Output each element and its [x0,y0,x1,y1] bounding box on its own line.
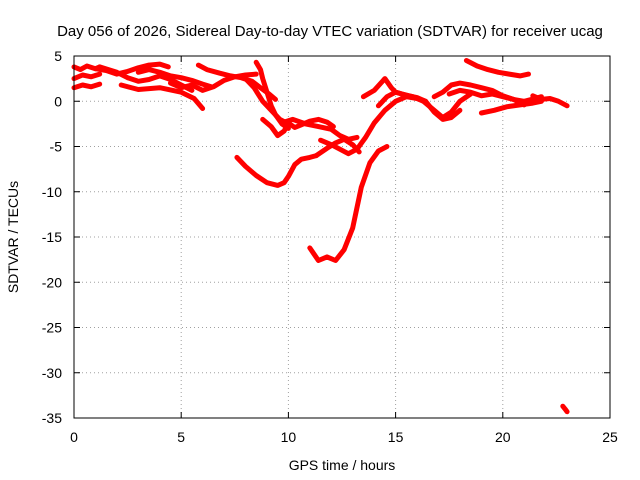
series-group [71,58,570,415]
y-tick-label: -10 [42,184,62,200]
series-arc-22 [463,58,531,79]
y-tick-label: 0 [54,93,62,109]
tick-marks [73,55,611,419]
series-arc-15 [313,136,362,159]
y-tick-label: -20 [42,274,62,290]
series-arc-6 [118,82,206,111]
chart-title: Day 056 of 2026, Sidereal Day-to-day VTE… [57,23,603,40]
y-tick-label: 5 [54,48,62,64]
x-tick-label: 15 [388,429,404,445]
y-tick-label: -35 [42,410,62,426]
x-tick-label: 0 [70,429,78,445]
x-tick-labels: 0 5 10 15 20 25 [70,429,618,445]
series-arc-11 [243,76,291,127]
series-arc-17 [307,144,390,263]
y-axis-label: SDTVAR / TECUs [5,181,21,293]
series-arc-19 [375,89,474,120]
y-tick-labels: 5 0 -5 -10 -15 -20 -25 -30 -35 [42,48,62,426]
series-arc-7 [135,67,214,90]
x-tick-label: 25 [602,429,618,445]
series-arc-16 [318,94,429,157]
y-tick-label: -30 [42,365,62,381]
series-arc-3 [71,81,103,91]
y-tick-label: -15 [42,229,62,245]
x-axis-label: GPS time / hours [289,457,396,473]
series-arc-21 [446,87,544,104]
series-arc-2 [71,71,103,82]
series-arc-12 [260,116,336,139]
x-tick-label: 10 [281,429,297,445]
x-tick-label: 5 [177,429,185,445]
y-tick-label: -5 [50,139,63,155]
y-tick-label: -25 [42,320,62,336]
series-arc-5 [97,64,195,93]
grid [74,56,610,418]
series-arc-25 [560,403,570,415]
series-arc-24 [530,93,570,109]
x-tick-label: 20 [495,429,511,445]
series-arc-14 [234,153,319,188]
series-arc-23 [478,98,544,116]
